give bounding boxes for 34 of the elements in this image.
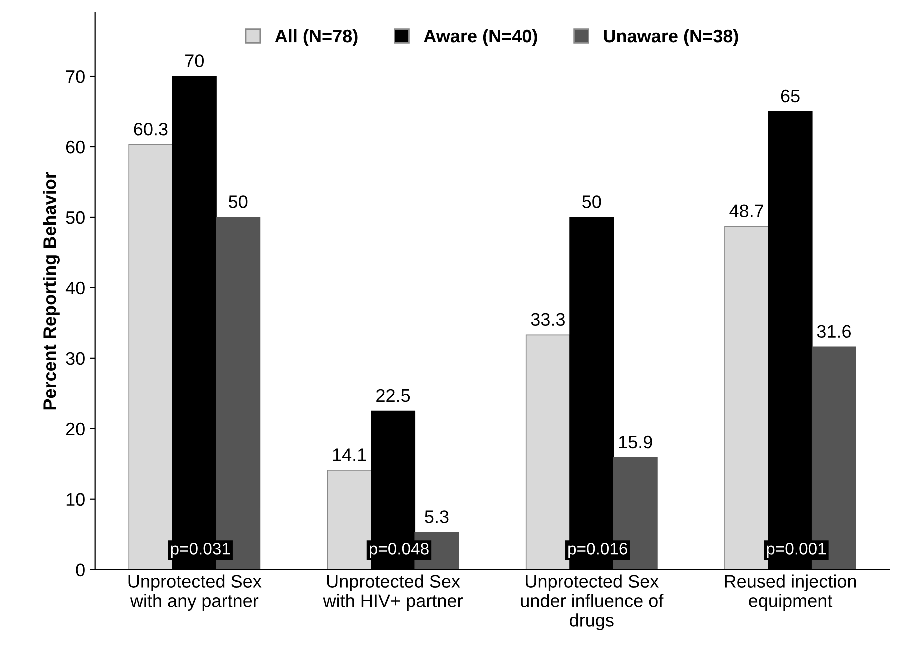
y-tick-label: 40 — [66, 282, 85, 295]
data-label: 50 — [582, 196, 602, 208]
data-label: 70 — [186, 54, 204, 68]
data-label: 14.1 — [333, 448, 366, 462]
annotation: p=0.048 — [370, 543, 429, 558]
annotation: p=0.031 — [171, 543, 230, 558]
bar — [327, 470, 372, 570]
data-label: 5.3 — [425, 510, 449, 524]
x-tick-label: Unprotected Sex with HIV+ partner — [323, 574, 463, 611]
data-label: 50 — [229, 196, 248, 208]
y-tick-label: 60 — [66, 140, 85, 154]
y-tick-label: 20 — [66, 422, 85, 436]
legend-label: Unaware (N=38) — [604, 29, 738, 46]
data-label: 22.5 — [376, 389, 410, 402]
data-label: 48.7 — [730, 204, 764, 218]
data-label: 31.6 — [817, 325, 852, 338]
x-tick-label: Reused injection equipment — [725, 574, 856, 611]
bar — [526, 334, 570, 570]
y-tick-label: 70 — [66, 70, 85, 84]
y-tick-label: 0 — [76, 564, 85, 577]
legend-label: All (N=78) — [275, 29, 358, 46]
y-tick-label: 30 — [66, 352, 85, 366]
x-tick-label: Unprotected Sex with any partner — [128, 574, 262, 611]
y-tick-label: 50 — [66, 211, 85, 224]
annotation: p=0.016 — [568, 543, 628, 558]
data-label: 33.3 — [531, 313, 565, 326]
data-label: 15.9 — [619, 436, 652, 449]
y-axis-title: Percent Reporting Behavior — [43, 172, 60, 410]
data-label: 60.3 — [134, 122, 168, 136]
legend-label: Aware (N=40) — [424, 29, 538, 46]
data-label: 65 — [781, 90, 800, 103]
annotation: p=0.001 — [767, 543, 826, 558]
x-tick-label: Unprotected Sex under influence of drugs — [521, 574, 664, 630]
y-tick-label: 10 — [66, 493, 85, 506]
